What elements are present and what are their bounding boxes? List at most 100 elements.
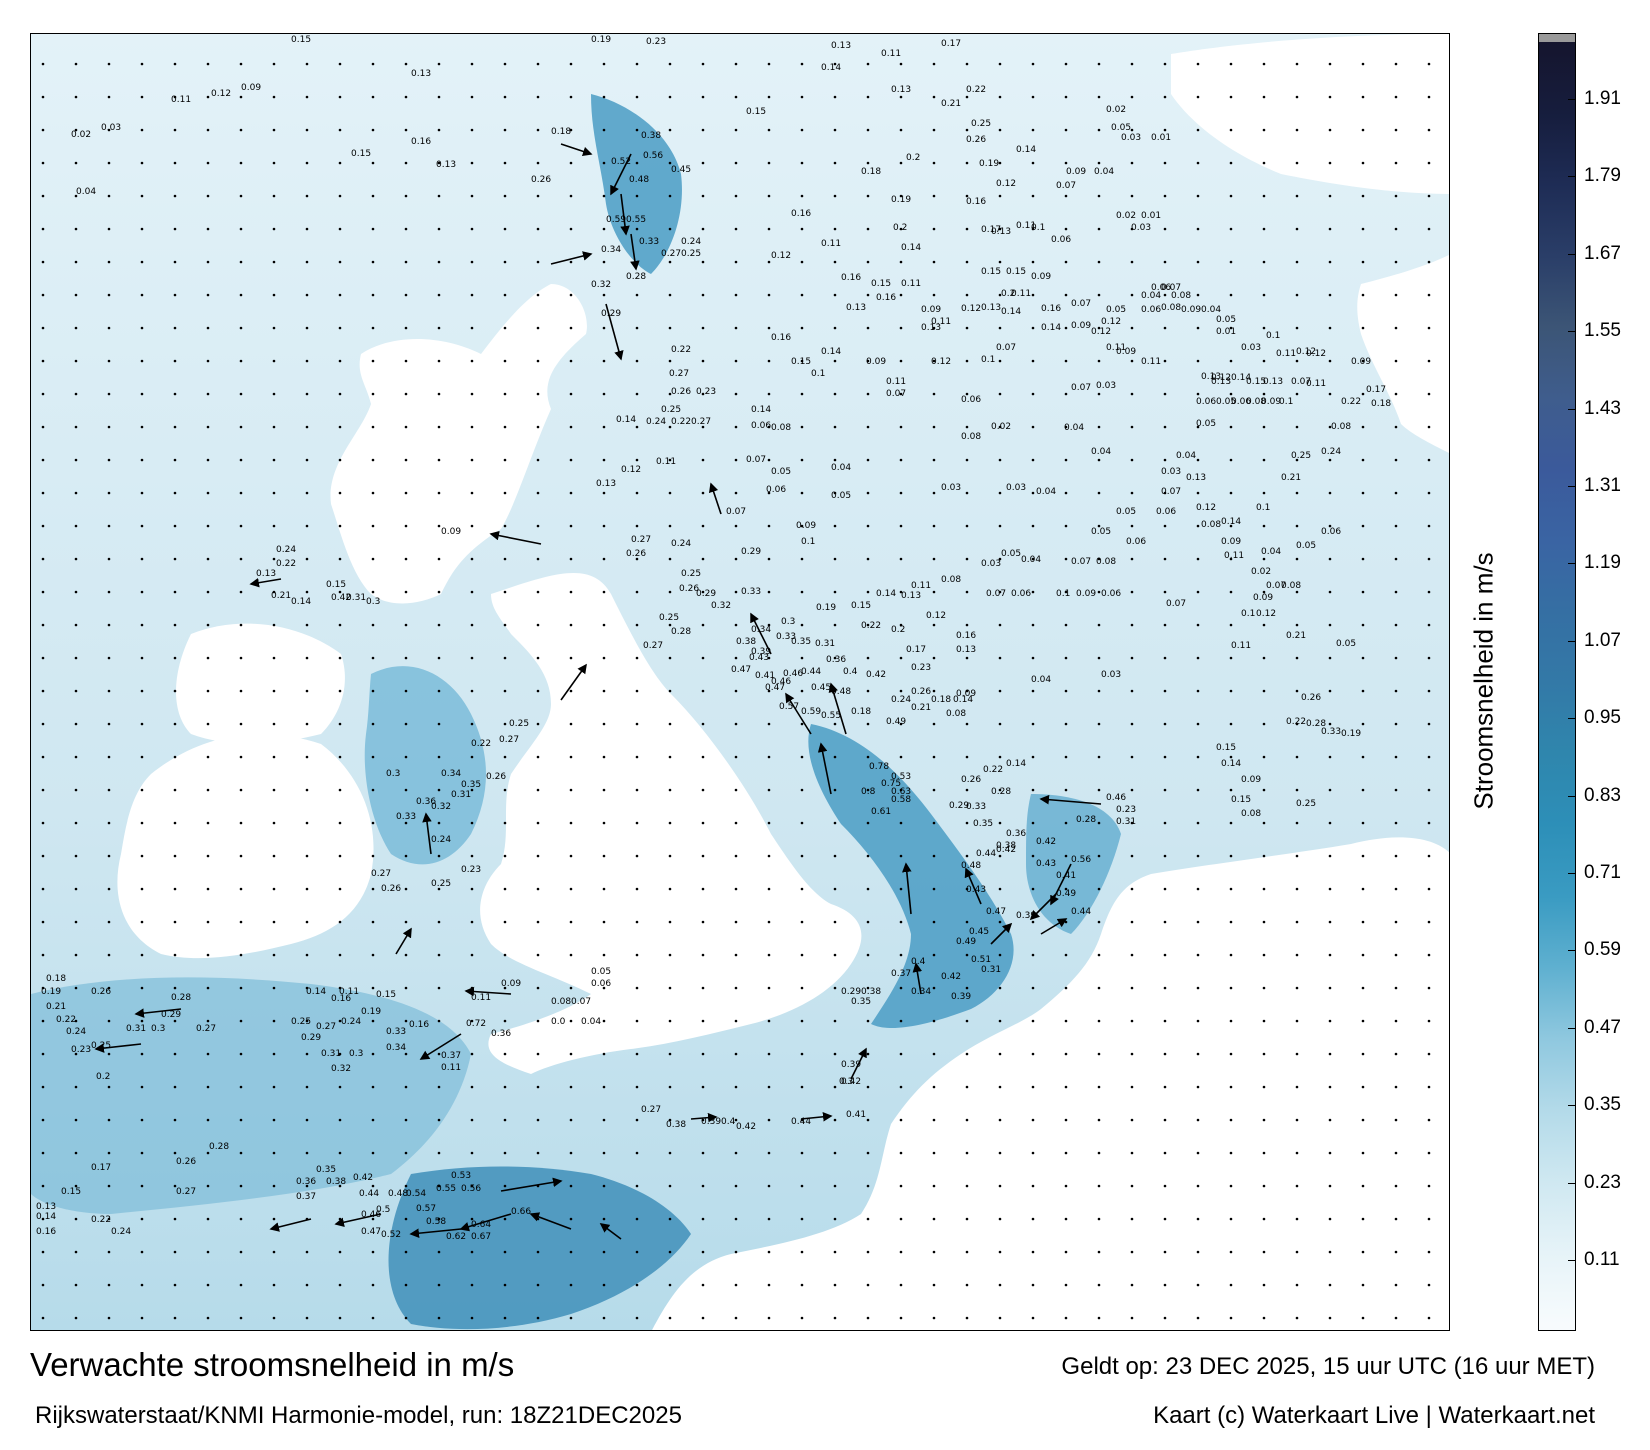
speed-label: 0.05 bbox=[1216, 315, 1236, 325]
grid-dot bbox=[1097, 986, 1101, 990]
grid-dot bbox=[1163, 1316, 1167, 1320]
grid-dot bbox=[668, 491, 672, 495]
grid-dot bbox=[1097, 161, 1101, 165]
speed-label: 0.33 bbox=[776, 632, 796, 642]
speed-label: 0.08 bbox=[1281, 581, 1301, 591]
grid-dot bbox=[1163, 1118, 1167, 1122]
grid-dot bbox=[1262, 986, 1266, 990]
grid-dot bbox=[140, 491, 144, 495]
grid-dot bbox=[800, 62, 804, 66]
speed-label: 0.43 bbox=[749, 653, 769, 663]
grid-dot bbox=[536, 260, 540, 264]
grid-dot bbox=[470, 491, 474, 495]
grid-dot bbox=[74, 425, 78, 429]
speed-label: 0.25 bbox=[509, 719, 529, 729]
grid-dot bbox=[965, 920, 969, 924]
grid-dot bbox=[1262, 128, 1266, 132]
speed-label: 0.16 bbox=[1041, 304, 1061, 314]
grid-dot bbox=[998, 590, 1002, 594]
grid-dot bbox=[1262, 458, 1266, 462]
grid-dot bbox=[602, 788, 606, 792]
grid-dot bbox=[1130, 491, 1134, 495]
grid-dot bbox=[338, 128, 342, 132]
grid-dot bbox=[1394, 986, 1398, 990]
grid-dot bbox=[833, 755, 837, 759]
grid-dot bbox=[1361, 1085, 1365, 1089]
grid-dot bbox=[866, 95, 870, 99]
grid-dot bbox=[1361, 590, 1365, 594]
grid-dot bbox=[41, 1184, 45, 1188]
speed-label: 0.25 bbox=[681, 569, 701, 579]
grid-dot bbox=[833, 788, 837, 792]
grid-dot bbox=[998, 491, 1002, 495]
grid-dot bbox=[503, 821, 507, 825]
grid-dot bbox=[800, 1151, 804, 1155]
speed-label: 0.26 bbox=[531, 175, 551, 185]
grid-dot bbox=[932, 491, 936, 495]
grid-dot bbox=[668, 854, 672, 858]
speed-label: 0.08 bbox=[1331, 422, 1351, 432]
speed-label: 0.18 bbox=[861, 167, 881, 177]
grid-dot bbox=[932, 755, 936, 759]
grid-dot bbox=[1097, 227, 1101, 231]
grid-dot bbox=[404, 1283, 408, 1287]
grid-dot bbox=[1097, 326, 1101, 330]
grid-dot bbox=[206, 1151, 210, 1155]
grid-dot bbox=[998, 1217, 1002, 1221]
speed-label: 0.26 bbox=[486, 772, 506, 782]
grid-dot bbox=[470, 1316, 474, 1320]
speed-label: 0.13 bbox=[436, 160, 456, 170]
speed-label: 0.46 bbox=[1106, 793, 1126, 803]
speed-label: 0.14 bbox=[1041, 323, 1061, 333]
map-canvas: 0.13 0.170.15 0.19 0.230.110.120.090.130.02… bbox=[31, 34, 1449, 1330]
grid-dot bbox=[74, 854, 78, 858]
speed-label: 0.2 bbox=[891, 625, 905, 635]
speed-label: 0.03 bbox=[1131, 223, 1151, 233]
grid-dot bbox=[41, 590, 45, 594]
grid-dot bbox=[932, 161, 936, 165]
speed-label: 0.16 bbox=[966, 197, 986, 207]
grid-dot bbox=[569, 1019, 573, 1023]
grid-dot bbox=[569, 161, 573, 165]
grid-dot bbox=[41, 788, 45, 792]
grid-dot bbox=[1163, 623, 1167, 627]
grid-dot bbox=[701, 722, 705, 726]
grid-dot bbox=[998, 1184, 1002, 1188]
grid-dot bbox=[1295, 1118, 1299, 1122]
speed-label: 0.41 bbox=[1056, 871, 1076, 881]
grid-dot bbox=[668, 788, 672, 792]
grid-dot bbox=[899, 227, 903, 231]
grid-dot bbox=[1394, 260, 1398, 264]
grid-dot bbox=[1163, 194, 1167, 198]
speed-label: 0.44 bbox=[359, 1189, 379, 1199]
speed-label: 0.47 bbox=[986, 907, 1006, 917]
grid-dot bbox=[1064, 656, 1068, 660]
speed-label: 0.12 bbox=[1091, 327, 1111, 337]
speed-label: 0.15 bbox=[291, 35, 311, 45]
speed-label: 0.14 bbox=[1001, 307, 1021, 317]
speed-label: 0.03 bbox=[101, 123, 121, 133]
grid-dot bbox=[800, 293, 804, 297]
grid-dot bbox=[1295, 62, 1299, 66]
grid-dot bbox=[173, 1019, 177, 1023]
grid-dot bbox=[1328, 425, 1332, 429]
speed-label: 0.21 bbox=[1281, 473, 1301, 483]
grid-dot bbox=[833, 491, 837, 495]
grid-dot bbox=[569, 359, 573, 363]
grid-dot bbox=[1097, 293, 1101, 297]
grid-dot bbox=[470, 920, 474, 924]
speed-label: 0.35 bbox=[851, 997, 871, 1007]
grid-dot bbox=[734, 392, 738, 396]
speed-label: 0.29 bbox=[841, 987, 861, 997]
grid-dot bbox=[1361, 557, 1365, 561]
grid-dot bbox=[1196, 260, 1200, 264]
grid-dot bbox=[1262, 887, 1266, 891]
grid-dot bbox=[1130, 227, 1134, 231]
speed-label: 0.12 bbox=[1256, 609, 1276, 619]
grid-dot bbox=[1361, 986, 1365, 990]
grid-dot bbox=[1097, 953, 1101, 957]
grid-dot bbox=[866, 557, 870, 561]
grid-dot bbox=[1064, 722, 1068, 726]
grid-dot bbox=[1427, 425, 1431, 429]
grid-dot bbox=[833, 161, 837, 165]
